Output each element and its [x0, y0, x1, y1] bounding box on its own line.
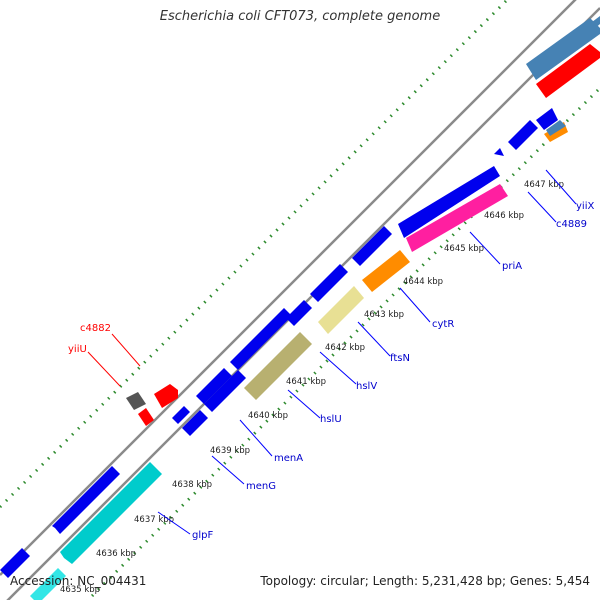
gene-labels: c4882 yiiU glpF menG menA hslU hslV ftsN… — [68, 201, 594, 541]
gene-label-yiiU[interactable]: yiiU — [68, 344, 87, 355]
kbp-label: 4638 kbp — [172, 480, 212, 490]
leader-c4889 — [527, 191, 557, 223]
leader-hslV — [319, 351, 357, 385]
map-title: Escherichia coli CFT073, complete genome — [159, 9, 441, 24]
gene-feature[interactable] — [52, 466, 120, 534]
gene-feature[interactable] — [568, 16, 600, 46]
gene-feature[interactable] — [230, 308, 292, 370]
length-value: 5,231,428 bp — [421, 574, 502, 588]
accession-label: Accession: — [10, 574, 74, 588]
kbp-label: 4639 kbp — [210, 446, 250, 456]
length-label: Length: — [372, 574, 419, 588]
gene-feature[interactable] — [536, 108, 558, 130]
gene-feature[interactable] — [494, 148, 504, 156]
gene-label-ftsN[interactable]: ftsN — [390, 353, 410, 364]
gene-label-cytR[interactable]: cytR — [432, 319, 454, 330]
leader-priA — [469, 231, 501, 265]
gene-label-menA[interactable]: menA — [274, 453, 303, 464]
yiiX-feature[interactable] — [546, 120, 566, 136]
leader-ftsN — [357, 321, 391, 357]
leader-hslU — [287, 389, 321, 419]
kbp-label: 4641 kbp — [286, 377, 326, 387]
gene-feature[interactable] — [172, 406, 190, 424]
leader-yiiX — [545, 169, 577, 205]
kbp-label: 4647 kbp — [524, 180, 564, 190]
kbp-label: 4637 kbp — [134, 515, 174, 525]
kbp-label: 4644 kbp — [403, 277, 443, 287]
gene-feature[interactable] — [286, 300, 312, 326]
leader-c4882 — [111, 333, 141, 367]
gene-feature[interactable] — [352, 226, 392, 266]
leader-menA — [239, 419, 273, 457]
glpF-feature-shade — [30, 568, 66, 600]
gene-label-hslV[interactable]: hslV — [356, 381, 377, 392]
kbp-label: 4643 kbp — [364, 310, 404, 320]
genes-value: 5,454 — [555, 574, 590, 588]
hslV-feature[interactable] — [318, 286, 364, 334]
accession-info: Accession: NC_004431 — [10, 574, 146, 588]
kbp-label: 4636 kbp — [96, 549, 136, 559]
gene-label-c4889[interactable]: c4889 — [556, 219, 587, 230]
inner-strand-genes — [30, 120, 568, 600]
outer-tick-row — [0, 0, 510, 509]
kbp-label: 4640 kbp — [248, 411, 288, 421]
gene-feature[interactable] — [182, 410, 208, 436]
kbp-label: 4645 kbp — [444, 244, 484, 254]
glpF-feature[interactable] — [60, 462, 162, 564]
c4882-feature-shade — [126, 392, 146, 410]
leader-glpF — [157, 511, 191, 535]
genes-label: Genes: — [509, 574, 552, 588]
kbp-labels: 4635 kbp 4636 kbp 4637 kbp 4638 kbp 4639… — [60, 180, 564, 595]
gene-feature[interactable] — [204, 370, 246, 412]
gene-feature[interactable] — [0, 548, 30, 578]
gene-label-yiiX[interactable]: yiiX — [576, 201, 594, 212]
topology-label: Topology: — [260, 574, 317, 588]
leader-menG — [211, 455, 245, 485]
leader-yiiU — [87, 351, 121, 387]
reverse-strand-genes — [0, 108, 558, 578]
kbp-label: 4642 kbp — [325, 343, 365, 353]
forward-strand-genes — [126, 16, 600, 426]
gene-label-menG[interactable]: menG — [246, 481, 276, 492]
yiiU-feature[interactable] — [138, 408, 154, 426]
kbp-label: 4635 kbp — [60, 585, 100, 595]
genome-summary: Topology: circular; Length: 5,231,428 bp… — [260, 574, 590, 588]
backbone-outer — [0, 0, 577, 576]
gene-feature[interactable] — [398, 166, 500, 238]
gene-feature[interactable] — [196, 368, 232, 404]
gene-label-glpF[interactable]: glpF — [192, 530, 213, 541]
cytR-feature[interactable] — [362, 250, 410, 292]
accession-value: NC_004431 — [77, 574, 147, 588]
leader-cytR — [399, 287, 431, 323]
gene-label-priA[interactable]: priA — [502, 261, 522, 272]
priA-feature[interactable] — [406, 184, 508, 252]
gene-feature[interactable] — [536, 44, 600, 98]
gene-feature[interactable] — [310, 264, 348, 302]
c4882-feature[interactable] — [154, 384, 178, 408]
gene-label-c4882[interactable]: c4882 — [80, 323, 111, 334]
gene-leader-lines — [87, 169, 577, 535]
topology-value: circular — [320, 574, 365, 588]
hslU-feature[interactable] — [244, 332, 312, 400]
kbp-label: 4646 kbp — [484, 211, 524, 221]
gene-label-hslU[interactable]: hslU — [320, 414, 342, 425]
gene-feature[interactable] — [508, 120, 538, 150]
